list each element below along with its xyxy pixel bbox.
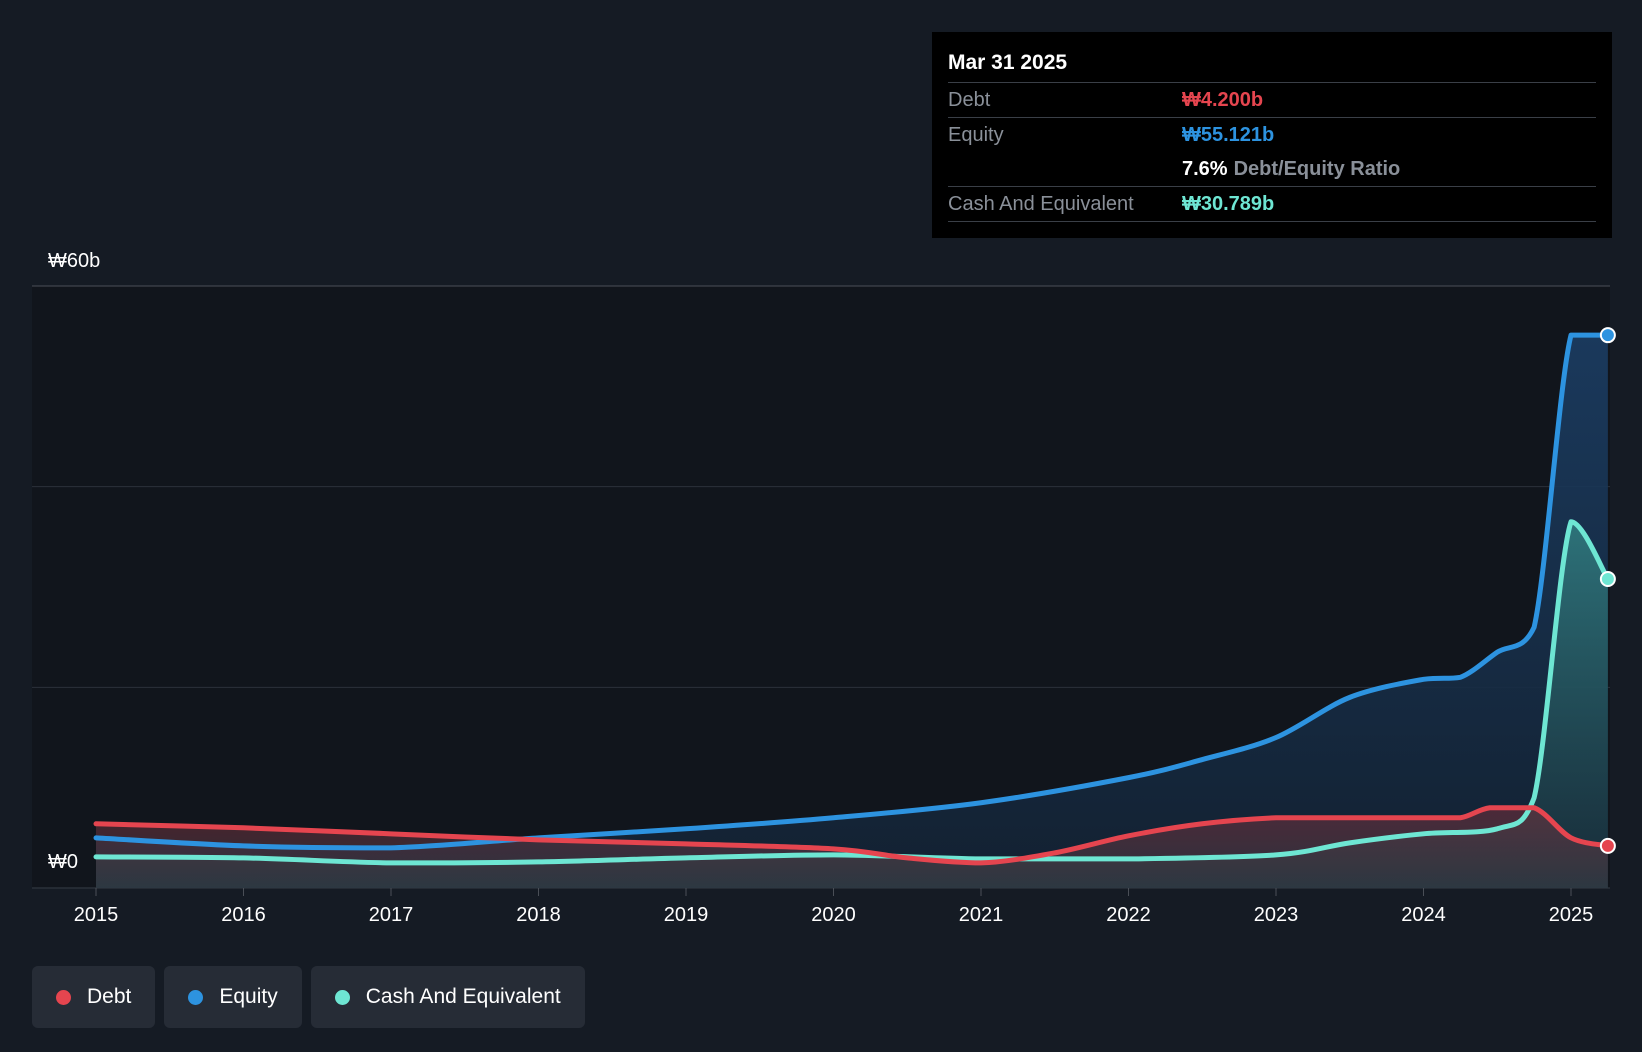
chart-legend: Debt Equity Cash And Equivalent [32, 966, 585, 1028]
x-tick-label: 2023 [1254, 904, 1299, 926]
x-tick-label: 2018 [516, 904, 561, 926]
legend-dot-cash-icon [334, 989, 350, 1005]
legend-item-cash[interactable]: Cash And Equivalent [310, 966, 585, 1028]
y-tick-label-max: ₩60b [48, 250, 101, 272]
tooltip-equity-value: ₩55.121b [1182, 124, 1275, 146]
tooltip-date: Mar 31 2025 [948, 48, 1596, 83]
legend-dot-debt-icon [56, 989, 71, 1005]
legend-label-debt: Debt [87, 985, 132, 1008]
x-tick-label: 2019 [664, 904, 709, 926]
legend-label-equity: Equity [219, 985, 278, 1008]
x-tick-label: 2022 [1106, 904, 1151, 926]
tooltip-ratio-value: 7.6% [1182, 158, 1228, 180]
debt-area [96, 807, 1608, 888]
debt-end-marker [1599, 837, 1616, 854]
x-tick-label: 2024 [1401, 904, 1446, 926]
legend-item-debt[interactable]: Debt [32, 966, 156, 1028]
legend-label-cash: Cash And Equivalent [365, 985, 561, 1008]
tooltip-debt-label: Debt [948, 89, 991, 111]
x-tick-label: 2021 [959, 904, 1004, 926]
x-tick-label: 2020 [811, 904, 856, 926]
tooltip-cash-value: ₩30.789b [1182, 193, 1275, 215]
tooltip-ratio-row: 7.6% Debt/Equity Ratio [948, 152, 1596, 187]
cash-and-equivalent-end-marker [1599, 570, 1616, 587]
tooltip-ratio-label: Debt/Equity Ratio [1233, 158, 1401, 180]
tooltip-equity-label: Equity [948, 124, 1004, 146]
tooltip-panel: Mar 31 2025 Debt ₩4.200b Equity ₩55.121b… [932, 32, 1612, 238]
equity-end-marker [1599, 327, 1616, 344]
tooltip-cash-row: Cash And Equivalent ₩30.789b [948, 187, 1596, 222]
tooltip-equity-row: Equity ₩55.121b [948, 118, 1596, 152]
debt-line [93, 805, 1611, 866]
x-tick-label: 2015 [74, 904, 119, 926]
tooltip-cash-label: Cash And Equivalent [948, 193, 1134, 215]
legend-dot-equity-icon [188, 989, 204, 1005]
x-tick-label: 2025 [1549, 904, 1594, 926]
equity-line [93, 332, 1611, 851]
legend-item-equity[interactable]: Equity [164, 966, 302, 1028]
x-tick-label: 2017 [369, 904, 414, 926]
y-tick-label-zero: ₩0 [48, 851, 78, 873]
tooltip-debt-value: ₩4.200b [1182, 89, 1264, 111]
tooltip-debt-row: Debt ₩4.200b [948, 83, 1596, 118]
x-tick-label: 2016 [221, 904, 266, 926]
